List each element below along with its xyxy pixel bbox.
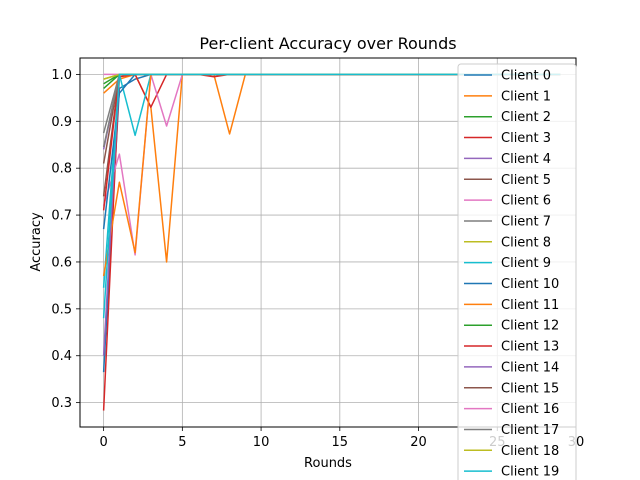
chart-title: Per-client Accuracy over Rounds (199, 34, 456, 53)
y-tick-label: 0.3 (51, 396, 72, 411)
y-axis-label: Accuracy (29, 212, 44, 272)
legend-entry-label: Client 0 (501, 69, 551, 84)
legend-entry-label: Client 19 (501, 465, 559, 480)
legend-entry-label: Client 8 (501, 235, 551, 250)
legend-entry-label: Client 10 (501, 277, 559, 292)
legend-entry-label: Client 9 (501, 256, 551, 271)
legend-entry-label: Client 17 (501, 423, 559, 438)
y-tick-label: 1.0 (51, 68, 72, 83)
legend-entry-label: Client 4 (501, 152, 551, 167)
legend-entry-label: Client 13 (501, 340, 559, 355)
x-tick-label: 5 (178, 435, 186, 450)
x-tick-label: 20 (410, 435, 427, 450)
y-tick-label: 0.4 (51, 349, 72, 364)
legend-entry-label: Client 15 (501, 381, 559, 396)
x-tick-label: 15 (332, 435, 349, 450)
legend-entry-label: Client 7 (501, 214, 551, 229)
legend-entry-label: Client 5 (501, 173, 551, 188)
y-tick-label: 0.5 (51, 302, 72, 317)
x-axis-label: Rounds (304, 456, 352, 471)
x-tick-label: 0 (99, 435, 107, 450)
legend-entry-label: Client 18 (501, 444, 559, 459)
legend-entry-label: Client 3 (501, 131, 551, 146)
legend-entry-label: Client 16 (501, 402, 559, 417)
y-tick-label: 0.9 (51, 115, 72, 130)
legend-entry-label: Client 6 (501, 194, 551, 209)
x-tick-label: 10 (253, 435, 270, 450)
y-tick-label: 0.7 (51, 209, 72, 224)
legend-box (457, 63, 577, 480)
y-tick-label: 0.8 (51, 162, 72, 177)
y-tick-label: 0.6 (51, 255, 72, 270)
legend: Client 0 Client 1 Client 2 Client 3 Client 4… (457, 63, 577, 480)
legend-entry-label: Client 11 (501, 298, 559, 313)
legend-entry-label: Client 1 (501, 89, 551, 104)
legend-entry-label: Client 2 (501, 110, 551, 125)
legend-entry-label: Client 12 (501, 319, 559, 334)
y-axis: 0.3 0.4 0.5 0.6 0.7 0.8 0.9 1.0 (51, 68, 80, 411)
legend-entry-label: Client 14 (501, 360, 559, 375)
